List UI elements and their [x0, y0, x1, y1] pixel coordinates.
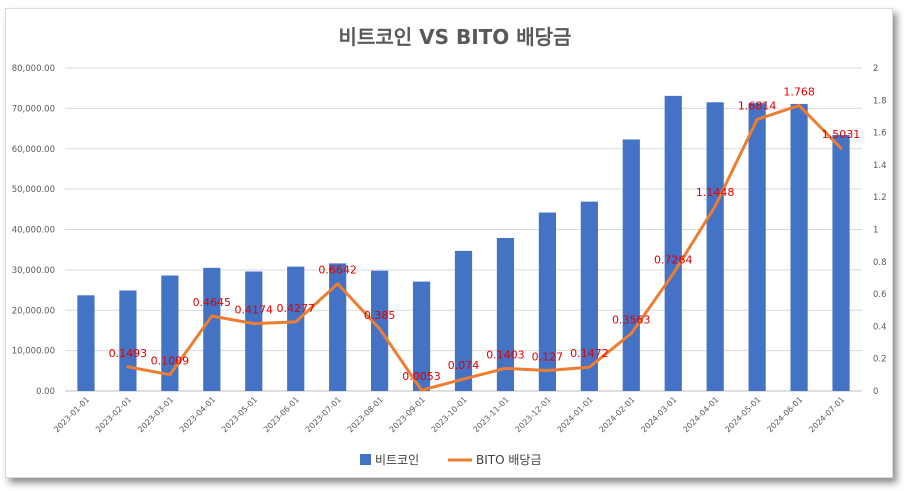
- x-tick-label: 2023-09-01: [388, 395, 427, 434]
- bar: [454, 250, 473, 391]
- bar: [329, 263, 347, 391]
- bar: [203, 267, 221, 391]
- data-label: 1.768: [783, 85, 815, 98]
- y-left-tick-label: 20,000.00: [12, 306, 55, 316]
- bar: [412, 281, 431, 391]
- y-right-tick-label: 0.8: [873, 258, 887, 268]
- y-right-tick-label: 1.2: [873, 193, 887, 203]
- legend: 비트코인 BITO 배당금: [360, 453, 541, 467]
- bar: [119, 290, 137, 391]
- y-left-tick-label: 60,000.00: [12, 145, 55, 155]
- data-label: 1.6814: [738, 99, 777, 112]
- y-right-tick-label: 1: [873, 226, 878, 236]
- data-label: 0.6642: [318, 264, 357, 277]
- gridlines: [65, 67, 862, 392]
- y-left-tick-label: 50,000.00: [12, 185, 55, 195]
- data-label: 0.1472: [570, 347, 609, 360]
- legend-label-bar: 비트코인: [375, 453, 419, 467]
- data-label: 0.4645: [193, 296, 232, 309]
- data-label: 0.3563: [612, 313, 651, 326]
- bar: [77, 295, 95, 391]
- bar: [580, 201, 598, 391]
- x-tick-label: 2023-07-01: [304, 395, 343, 434]
- bar: [161, 275, 179, 391]
- y-left-tick-label: 80,000.00: [12, 64, 55, 74]
- y-right-tick-label: 1.4: [873, 161, 887, 171]
- x-tick-label: 2024-05-01: [723, 395, 762, 434]
- data-label: 0.074: [448, 359, 480, 372]
- x-tick-label: 2023-11-01: [472, 395, 511, 434]
- x-tick-label: 2023-10-01: [430, 395, 469, 434]
- x-tick-label: 2023-06-01: [262, 395, 301, 434]
- line-series: [126, 103, 843, 392]
- data-label: 0.1403: [486, 348, 525, 361]
- data-label: 0.4277: [276, 302, 315, 315]
- data-label: 1.1448: [696, 186, 735, 199]
- x-tick-label: 2024-02-01: [597, 395, 636, 434]
- y-left-tick-label: 70,000.00: [12, 104, 55, 114]
- bar: [706, 102, 724, 391]
- y-right-tick-label: 0: [873, 387, 878, 397]
- y-right-tick-label: 1.8: [873, 96, 887, 106]
- bar: [790, 103, 808, 391]
- data-label: 0.0053: [402, 370, 441, 383]
- line-path: [126, 103, 843, 392]
- bar: [496, 237, 515, 391]
- y-right-tick-label: 1.6: [873, 129, 887, 139]
- data-label: 0.1493: [109, 347, 148, 360]
- y-right-tick-label: 0.2: [873, 355, 887, 365]
- bar: [748, 103, 766, 391]
- data-label: 0.1009: [151, 355, 190, 368]
- x-tick-label: 2023-04-01: [178, 395, 217, 434]
- x-tick-label: 2024-06-01: [765, 395, 804, 434]
- y-left-tick-label: 30,000.00: [12, 266, 55, 276]
- bar: [538, 212, 556, 391]
- data-label: 1.5031: [822, 128, 861, 141]
- y-left-tick-label: 0.00: [36, 387, 55, 397]
- chart-frame: [5, 8, 893, 478]
- y-right-tick-label: 2: [873, 64, 878, 74]
- x-tick-label: 2024-03-01: [639, 395, 678, 434]
- y-right-tick-label: 0.4: [873, 322, 887, 332]
- x-tick-label: 2023-08-01: [346, 395, 385, 434]
- x-tick-label: 2023-03-01: [136, 395, 175, 434]
- x-tick-label: 2024-07-01: [807, 395, 846, 434]
- bar: [245, 271, 263, 391]
- data-label: 0.127: [532, 350, 564, 363]
- chart-title: 비트코인 VS BITO 배당금: [339, 25, 572, 49]
- bar: [832, 135, 850, 391]
- y-left-tick-label: 10,000.00: [12, 347, 55, 357]
- x-axis-ticks: 2023-01-01 2023-02-01 2023-03-01 2023-04-01…: [52, 395, 846, 434]
- x-tick-label: 2024-04-01: [681, 395, 720, 434]
- x-tick-label: 2023-05-01: [220, 395, 259, 434]
- bar-series: [77, 95, 850, 391]
- bar: [622, 139, 640, 391]
- data-label: 0.385: [364, 309, 396, 322]
- right-axis-ticks: 0 0.2 0.4 0.6 0.8 1 1.2 1.4 1.6 1.8 2: [873, 64, 887, 397]
- data-label: 0.7264: [654, 254, 693, 267]
- bar: [287, 266, 305, 391]
- x-tick-label: 2023-01-01: [52, 395, 91, 434]
- data-label: 0.4174: [235, 304, 274, 317]
- y-left-tick-label: 40,000.00: [12, 226, 55, 236]
- x-tick-label: 2023-12-01: [514, 395, 553, 434]
- x-tick-label: 2024-01-01: [556, 395, 595, 434]
- bar: [664, 95, 682, 391]
- legend-label-line: BITO 배당금: [476, 453, 541, 467]
- y-right-tick-label: 0.6: [873, 290, 887, 300]
- x-tick-label: 2023-02-01: [94, 395, 133, 434]
- legend-swatch-bar: [360, 454, 371, 465]
- left-axis-ticks: 0.00 10,000.00 20,000.00 30,000.00 40,000.00…: [12, 64, 55, 397]
